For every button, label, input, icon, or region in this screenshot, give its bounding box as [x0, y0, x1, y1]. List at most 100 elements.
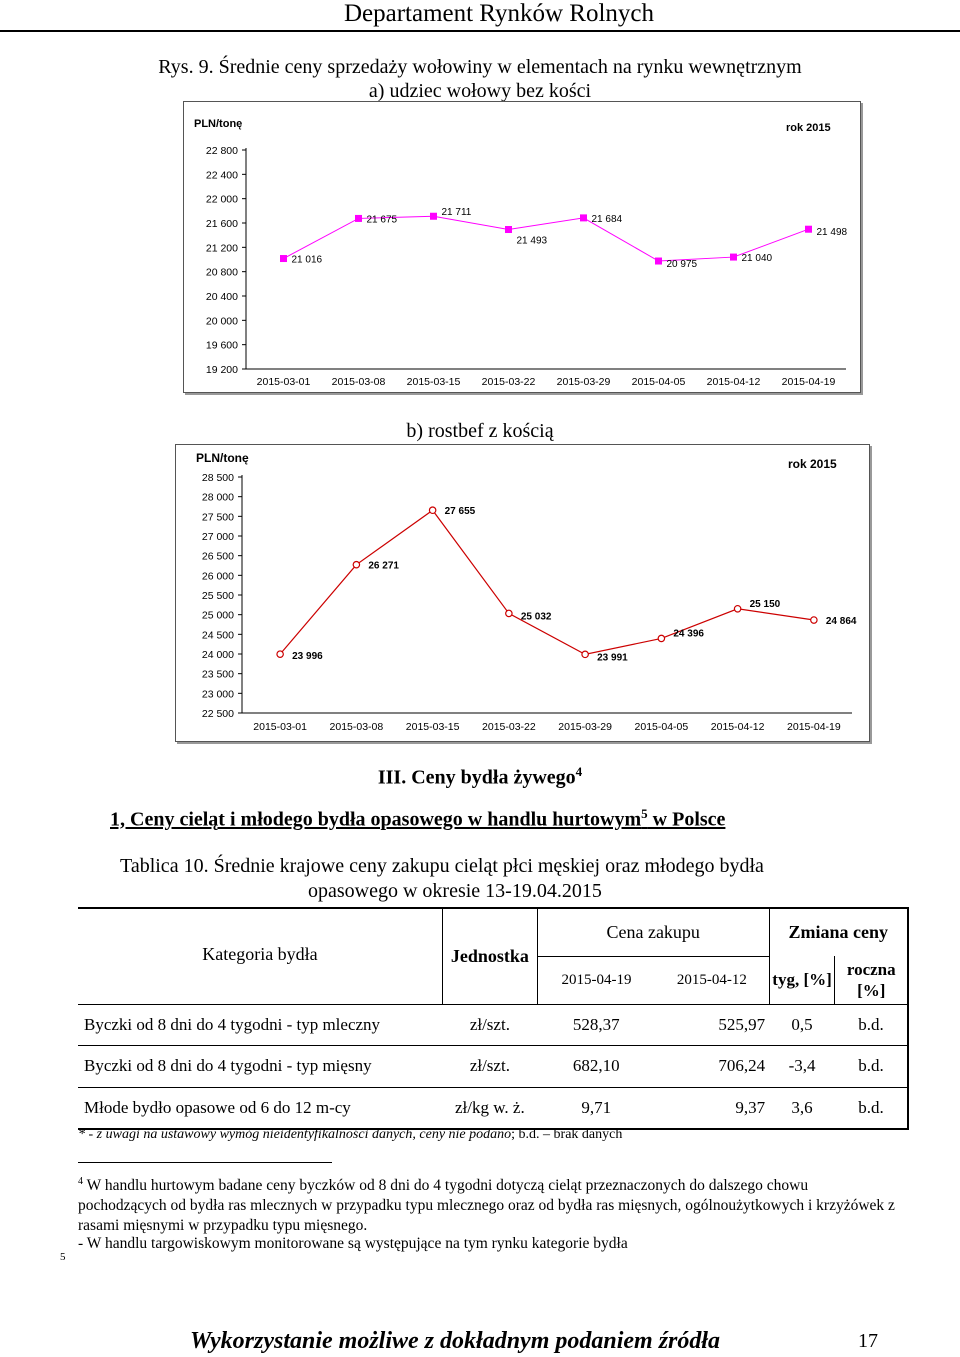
- data-label: 21 493: [517, 236, 548, 247]
- data-point: [805, 225, 812, 233]
- header-title: Departament Rynków Rolnych: [343, 0, 654, 27]
- y-tick-label: 24 000: [202, 649, 234, 661]
- header-date-2: 2015-04-12: [655, 956, 770, 1005]
- data-point: [355, 214, 362, 222]
- table-header-row-2: 2015-04-19 2015-04-12 tyg, [%] roczna [%…: [78, 956, 910, 1005]
- row-cena-1: 682,10: [537, 1045, 656, 1088]
- data-label: 21 016: [292, 255, 323, 266]
- chart-a-frame: PLN/tonę rok 2015 22 800 22 400 22 000 21 600…: [183, 101, 861, 393]
- header-roczna: roczna [%]: [834, 956, 910, 1005]
- y-tick-label: 20 000: [206, 315, 238, 327]
- row-kategoria: Byczki od 8 dni do 4 tygodni - typ mlecz…: [78, 1004, 443, 1046]
- header-tyg: tyg, [%]: [768, 956, 835, 1005]
- footnote-5-number: 5: [60, 1251, 66, 1263]
- x-tick-label: 2015-04-12: [707, 376, 761, 388]
- data-label: 27 655: [445, 506, 476, 517]
- y-tick-label: 21 600: [206, 218, 238, 230]
- x-tick-label: 2015-04-05: [632, 376, 686, 388]
- figure-subtitle-b: b) rostbef z kością: [406, 420, 554, 442]
- y-tick-label: 22 800: [206, 145, 238, 157]
- y-axis-label: PLN/tonę: [196, 451, 249, 465]
- y-tick-label: 21 200: [206, 242, 238, 254]
- data-point: [276, 650, 284, 658]
- row-jednostka: zł/szt.: [442, 1045, 538, 1088]
- chart-b-frame: PLN/tonę rok 2015 28 500 28 000 27 500 27 000…: [175, 444, 870, 742]
- series-line: [279, 509, 814, 655]
- y-tick-label: 28 500: [202, 472, 234, 484]
- x-tick-label: 2015-03-01: [253, 721, 307, 733]
- data-point: [505, 226, 512, 234]
- legend-label: rok 2015: [788, 457, 837, 471]
- y-tick-label: 28 000: [202, 492, 234, 504]
- data-label: 21 675: [367, 214, 398, 225]
- footnote-4: 4 W handlu hurtowym badane ceny byczków …: [78, 1176, 895, 1235]
- row-jednostka: zł/kg w. ż.: [442, 1087, 538, 1130]
- price-table: Kategoria bydła Jednostka Cena zakupu Zm…: [78, 907, 910, 1130]
- data-point: [580, 214, 587, 222]
- y-tick-label: 22 000: [206, 194, 238, 206]
- x-tick-label: 2015-03-29: [557, 376, 611, 388]
- table-row: Młode bydło opasowe od 6 do 12 m-cy zł/k…: [78, 1087, 910, 1130]
- header-zmiana: Zmiana ceny: [768, 907, 909, 956]
- table-row: Byczki od 8 dni do 4 tygodni - typ mlecz…: [78, 1004, 910, 1046]
- header-kategoria: Kategoria bydła: [78, 907, 443, 1005]
- row-cena-2: 525,97: [655, 1004, 770, 1046]
- chart-a: PLN/tonę rok 2015 22 800 22 400 22 000 21 600…: [194, 118, 848, 388]
- x-tick-label: 2015-03-22: [482, 721, 536, 733]
- x-tick-label: 2015-03-15: [406, 721, 460, 733]
- row-kategoria: Byczki od 8 dni do 4 tygodni - typ mięsn…: [78, 1045, 443, 1088]
- y-tick-label: 23 500: [202, 669, 234, 681]
- y-tick-label: 20 400: [206, 291, 238, 303]
- legend-label: rok 2015: [786, 122, 831, 134]
- data-label: 25 150: [750, 599, 781, 610]
- y-tick-label: 19 600: [206, 340, 238, 352]
- row-jednostka: zł/szt.: [442, 1004, 538, 1046]
- table-caption-line2: opasowego w okresie 13-19.04.2015: [308, 880, 602, 902]
- y-tick-label: 19 200: [206, 364, 238, 376]
- data-point: [352, 560, 361, 569]
- y-tick-label: 22 400: [206, 169, 238, 181]
- x-tick-label: 2015-04-12: [711, 721, 765, 733]
- row-tyg: -3,4: [769, 1045, 835, 1088]
- y-tick-label: 25 500: [202, 590, 234, 602]
- data-point: [430, 212, 437, 220]
- x-tick-label: 2015-03-15: [407, 376, 461, 388]
- series-line: [283, 215, 809, 262]
- row-cena-1: 9,71: [537, 1087, 656, 1130]
- x-tick-label: 2015-03-08: [330, 721, 384, 733]
- data-point: [730, 253, 737, 261]
- y-axis-label: PLN/tonę: [194, 118, 242, 130]
- data-label: 26 271: [368, 561, 399, 572]
- data-label: 21 684: [592, 214, 623, 225]
- row-kategoria: Młode bydło opasowe od 6 do 12 m-cy: [78, 1087, 443, 1130]
- data-point: [733, 604, 742, 613]
- data-point: [655, 257, 662, 265]
- row-roczna: b.d.: [834, 1004, 910, 1046]
- data-point: [657, 634, 666, 643]
- x-tick-label: 2015-04-19: [787, 721, 841, 733]
- data-point: [810, 616, 818, 624]
- y-tick-label: 24 500: [202, 629, 234, 641]
- data-label: 23 991: [597, 652, 628, 663]
- x-tick-label: 2015-04-05: [635, 721, 689, 733]
- x-tick-label: 2015-03-08: [332, 376, 386, 388]
- data-point: [280, 255, 287, 263]
- y-tick-label: 25 000: [202, 610, 234, 622]
- y-tick-label: 27 500: [202, 511, 234, 523]
- data-label: 23 996: [292, 651, 323, 662]
- data-point: [428, 506, 437, 515]
- chart-b: PLN/tonę rok 2015 28 500 28 000 27 500 27 000…: [196, 451, 857, 733]
- table-note: * - z uwagi na ustawowy wymóg nieidentyf…: [78, 1127, 623, 1142]
- data-label: 25 032: [521, 611, 552, 622]
- row-cena-2: 9,37: [655, 1087, 770, 1130]
- header-rule: [0, 30, 960, 32]
- table-header-row-1: Kategoria bydła Jednostka Cena zakupu Zm…: [78, 907, 909, 1005]
- y-tick-label: 26 000: [202, 570, 234, 582]
- data-point: [581, 650, 589, 659]
- data-point: [505, 609, 513, 618]
- row-tyg: 3,6: [769, 1087, 835, 1130]
- y-tick-label: 27 000: [202, 531, 234, 543]
- row-roczna: b.d.: [834, 1045, 910, 1088]
- section-title: III. Ceny bydła żywego4: [377, 764, 583, 789]
- data-label: 21 040: [742, 253, 773, 264]
